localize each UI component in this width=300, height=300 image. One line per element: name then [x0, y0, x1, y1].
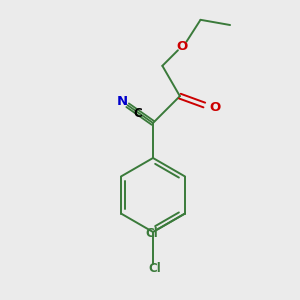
Text: C: C: [134, 106, 142, 119]
Text: Cl: Cl: [145, 227, 158, 240]
Text: N: N: [116, 95, 128, 108]
Text: O: O: [209, 100, 220, 114]
Text: O: O: [176, 40, 188, 52]
Text: Cl: Cl: [148, 262, 161, 275]
